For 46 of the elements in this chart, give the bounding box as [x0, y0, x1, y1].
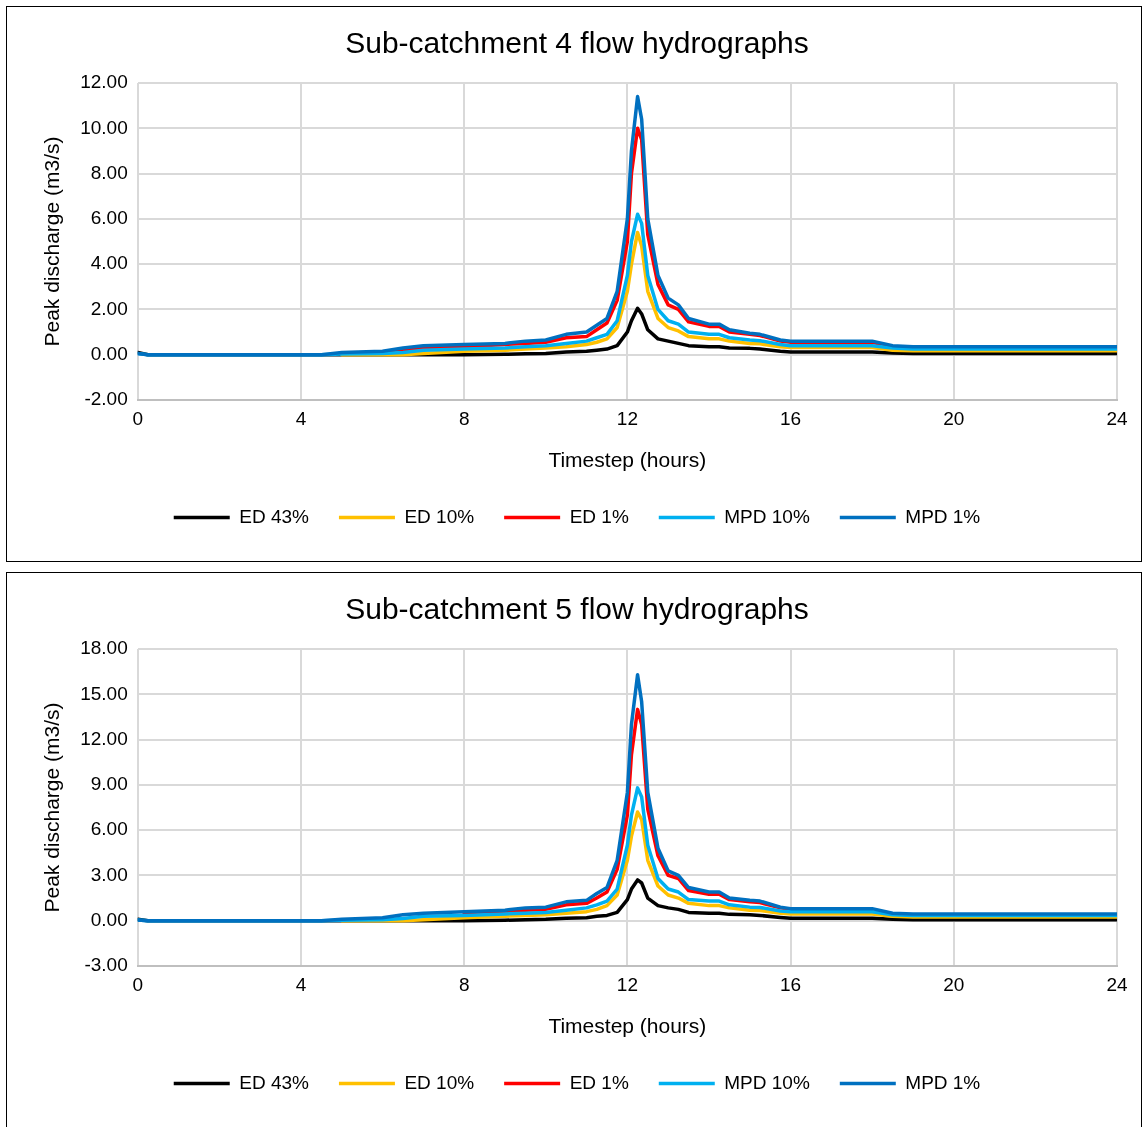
y-tick-label: 6.00: [90, 207, 128, 229]
y-tick-label: -3.00: [84, 954, 128, 976]
y-tick-label: 3.00: [90, 863, 128, 885]
x-tick-label: 12: [616, 407, 638, 429]
y-tick-label: 2.00: [90, 297, 128, 319]
legend-label: ED 43%: [239, 505, 310, 527]
x-tick-label: 0: [132, 973, 144, 995]
legend-label: ED 43%: [239, 1071, 310, 1093]
chart-title: Sub-catchment 5 flow hydrographs: [345, 592, 809, 626]
x-tick-label: 8: [458, 973, 470, 995]
y-axis-title: Peak discharge (m3/s): [40, 136, 64, 347]
chart-title: Sub-catchment 4 flow hydrographs: [345, 26, 809, 60]
legend-label: ED 1%: [569, 1071, 629, 1093]
x-tick-label: 4: [295, 973, 307, 995]
legend-label: ED 10%: [404, 505, 475, 527]
y-tick-label: 0.00: [90, 342, 128, 364]
legend-label: MPD 10%: [724, 1071, 810, 1093]
y-tick-label: 6.00: [90, 818, 128, 840]
x-axis-title: Timestep (hours): [548, 448, 707, 472]
y-tick-label: 18.00: [80, 637, 128, 659]
x-tick-label: 20: [943, 407, 965, 429]
y-tick-label: 12.00: [80, 71, 128, 93]
y-tick-label: 4.00: [90, 252, 128, 274]
y-tick-label: 12.00: [80, 727, 128, 749]
x-tick-label: 24: [1106, 973, 1128, 995]
x-tick-label: 24: [1106, 407, 1128, 429]
legend-label: MPD 1%: [905, 505, 981, 527]
legend-label: ED 10%: [404, 1071, 475, 1093]
x-tick-label: 4: [295, 407, 307, 429]
x-tick-label: 0: [132, 407, 144, 429]
x-tick-label: 12: [616, 973, 638, 995]
legend-label: MPD 1%: [905, 1071, 981, 1093]
y-tick-label: 15.00: [80, 682, 128, 704]
x-tick-label: 8: [458, 407, 470, 429]
y-tick-label: 8.00: [90, 161, 128, 183]
x-tick-label: 16: [780, 973, 802, 995]
y-tick-label: 9.00: [90, 773, 128, 795]
x-axis-title: Timestep (hours): [548, 1014, 707, 1038]
y-tick-label: -2.00: [84, 388, 128, 410]
x-tick-label: 20: [943, 973, 965, 995]
y-tick-label: 10.00: [80, 116, 128, 138]
y-axis-title: Peak discharge (m3/s): [40, 702, 64, 913]
legend-label: ED 1%: [569, 505, 629, 527]
x-tick-label: 16: [780, 407, 802, 429]
y-tick-label: 0.00: [90, 908, 128, 930]
legend-label: MPD 10%: [724, 505, 810, 527]
